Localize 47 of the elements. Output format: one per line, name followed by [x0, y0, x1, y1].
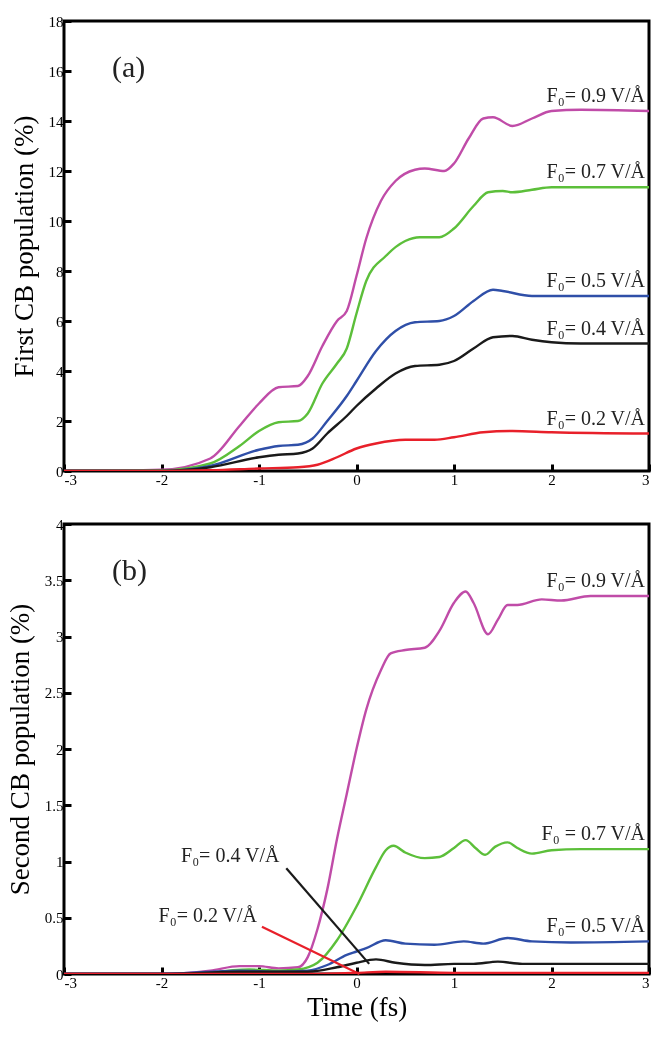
x-tick-label: -1: [253, 974, 266, 991]
line-series: [64, 429, 649, 471]
x-tick-label: 3: [642, 974, 650, 991]
x-tick-label: -1: [253, 471, 266, 488]
y-tick-label: 8: [56, 263, 64, 280]
x-tick-label: 1: [450, 471, 459, 488]
series-label: F₀= 0.5 V/Å: [546, 914, 646, 937]
text: (b): [112, 553, 147, 587]
x-tick-label: -3: [64, 471, 77, 488]
x-axis-title: Time (fs): [306, 991, 408, 1022]
y-tick-label: 18: [48, 13, 64, 30]
y-tick-label: 12: [48, 163, 64, 180]
series-label: F₀ = 0.7 V/Å: [541, 822, 646, 845]
y-tick-label: 3.5: [44, 572, 64, 589]
text: F₀= 0.2 V/Å: [158, 904, 258, 927]
y-tick-label: 0.5: [44, 910, 64, 927]
y-tick-label: 6: [56, 313, 64, 330]
y-tick-label: 16: [48, 63, 64, 80]
x-tick-label: -2: [155, 974, 169, 991]
series-label: F₀= 0.9 V/Å: [546, 569, 646, 591]
y-tick-label: 4: [56, 363, 64, 380]
x-tick-label: 3: [642, 471, 650, 488]
y-tick-label: 2.5: [44, 685, 64, 702]
series-label: F₀= 0.4 V/Å: [546, 316, 646, 339]
series-label: F₀= 0.5 V/Å: [546, 269, 646, 291]
y-tick-label: 2: [56, 413, 64, 430]
y-axis-title: First CB population (%): [8, 115, 39, 378]
text: (a): [112, 50, 146, 84]
text: F₀= 0.4 V/Å: [181, 843, 281, 866]
x-tick-label: 0: [353, 974, 361, 991]
x-tick-label: -2: [155, 471, 169, 488]
series-label: F₀= 0.7 V/Å: [546, 160, 646, 183]
y-tick-label: 4: [56, 516, 64, 533]
x-tick-label: 2: [548, 471, 556, 488]
y-tick-label: 2: [56, 741, 64, 758]
x-tick-label: 0: [353, 471, 361, 488]
y-tick-label: 14: [48, 113, 64, 130]
y-axis-title: Second CB population (%): [4, 603, 35, 896]
y-tick-label: 3: [56, 629, 64, 645]
x-tick-label: 2: [548, 974, 556, 991]
series-label: F₀= 0.9 V/Å: [546, 84, 646, 106]
series-label: F₀= 0.2 V/Å: [546, 406, 646, 429]
y-tick-label: 10: [48, 213, 64, 230]
y-tick-label: 1.5: [44, 797, 64, 814]
x-tick-label: -3: [64, 974, 77, 991]
x-tick-label: 1: [450, 974, 459, 991]
y-tick-label: 1: [56, 854, 64, 870]
